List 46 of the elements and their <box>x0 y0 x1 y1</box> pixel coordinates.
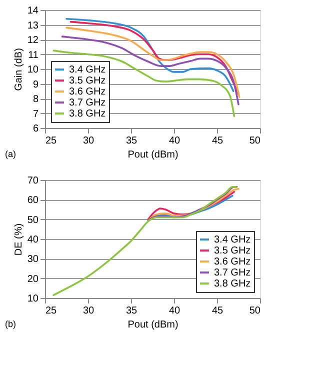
x-tick-label: 45 <box>212 136 224 146</box>
y-tick-label: 40 <box>27 234 39 246</box>
y-tick-label: 60 <box>27 195 39 206</box>
y-tick-label: 11 <box>28 50 39 61</box>
legend-label: 3.5 GHz <box>214 246 251 256</box>
text: (b) <box>5 319 16 329</box>
legend-label: 3.6 GHz <box>214 256 251 268</box>
x-tick-label: 50 <box>249 306 261 316</box>
legend-label: 3.7 GHz <box>69 98 106 108</box>
y-tick-label: 6 <box>32 124 39 134</box>
y-tick-label: 12 <box>27 35 39 46</box>
legend-label: 3.4 GHz <box>69 64 106 76</box>
legend-label: 3.6 GHz <box>69 86 106 98</box>
legend-label: 3.7 GHz <box>214 268 251 278</box>
x-tick-label: 40 <box>168 136 180 146</box>
x-tick-label: 25 <box>46 306 58 316</box>
line-series <box>61 36 240 106</box>
y-tick-label: 10 <box>27 64 39 76</box>
y-tick-label: 70 <box>27 176 39 186</box>
x-tick-label: 35 <box>126 306 138 316</box>
legend-label: 3.8 GHz <box>214 278 251 290</box>
y-tick-label: 20 <box>27 274 39 285</box>
text: (a) <box>5 149 16 159</box>
y-axis-title: DE (%) <box>13 223 24 256</box>
y-tick-label: 10 <box>27 294 39 304</box>
x-tick-label: 40 <box>168 306 180 316</box>
x-tick-label: 50 <box>249 136 261 146</box>
x-tick-label: 30 <box>82 306 94 316</box>
y-tick-label: 50 <box>27 214 39 226</box>
y-tick-label: 13 <box>27 20 39 32</box>
x-tick-label: 35 <box>126 136 138 146</box>
y-tick-label: 9 <box>32 79 39 90</box>
legend-label: 3.4 GHz <box>214 234 251 246</box>
line-series <box>52 50 236 118</box>
legend-label: 3.8 GHz <box>69 108 106 120</box>
x-axis-title: Pout (dBm) <box>128 320 178 330</box>
x-tick-label: 45 <box>212 306 224 316</box>
y-axis-title: Gain (dB) <box>13 48 24 91</box>
legend-label: 3.5 GHz <box>69 76 106 86</box>
x-tick-label: 25 <box>46 136 58 146</box>
y-tick-label: 7 <box>32 108 39 120</box>
x-axis-title: Pout (dBm) <box>128 150 178 160</box>
x-tick-label: 30 <box>82 136 94 146</box>
y-tick-label: 30 <box>27 254 39 266</box>
y-tick-label: 8 <box>32 94 39 105</box>
y-tick-label: 14 <box>27 6 39 16</box>
